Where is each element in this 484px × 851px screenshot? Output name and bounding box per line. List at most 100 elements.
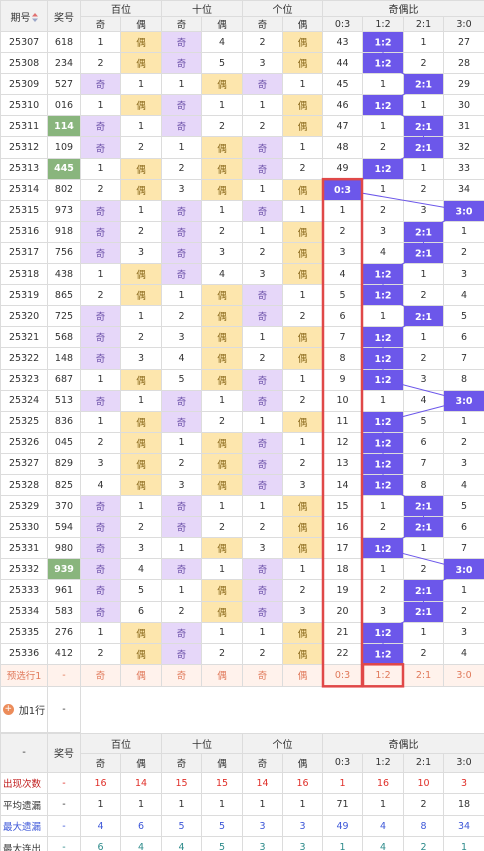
period-header-label: 期号 xyxy=(10,12,31,24)
number-cell: 687 xyxy=(47,368,81,391)
table-row: 25333 961 奇 5 1 偶奇 2 19 2 2:1 1 xyxy=(0,579,484,602)
period-cell: 25320 xyxy=(0,305,48,328)
units-odd-cell: 奇 xyxy=(242,157,283,180)
period-cell: 25323 xyxy=(0,368,48,391)
table-row: 25321 568 奇 2 3 偶 1 偶 7 1:2 1 6 xyxy=(0,326,484,349)
units-odd-cell: 1 xyxy=(242,621,283,644)
pred-ratio-21[interactable]: 2:1 xyxy=(403,663,444,687)
hundreds-even-cell: 2 xyxy=(120,220,162,243)
ratio-12-cell: 1 xyxy=(362,178,404,201)
stats-sub-header: 1:2 xyxy=(362,752,404,773)
tens-odd-cell: 1 xyxy=(161,431,202,454)
hundreds-even-cell: 偶 xyxy=(120,621,162,644)
pred-ratio-30[interactable]: 3:0 xyxy=(443,663,484,687)
stats-sub-header: 奇 xyxy=(161,752,202,773)
units-even-cell: 偶 xyxy=(282,115,323,138)
ratio-03-cell: 21 xyxy=(322,621,363,644)
table-row: 25319 865 2 偶 1 偶奇 1 5 1:2 2 4 xyxy=(0,284,484,307)
ratio-12-cell: 3 xyxy=(362,600,404,623)
prediction-row[interactable]: 预选行1 - 奇 偶 奇 偶 奇 偶 0:3 1:2 2:1 3:0 xyxy=(0,663,484,687)
hundreds-odd-cell: 奇 xyxy=(80,305,121,328)
tens-odd-cell: 奇 xyxy=(161,30,202,54)
tens-even-cell: 偶 xyxy=(201,305,243,328)
tens-even-cell: 偶 xyxy=(201,579,243,602)
number-cell: 438 xyxy=(47,263,81,286)
period-cell: 25333 xyxy=(0,579,48,602)
stat-value: 4 xyxy=(80,814,121,838)
units-even-cell: 1 xyxy=(282,136,323,159)
tens-odd-cell: 2 xyxy=(161,452,202,475)
ratio-21-cell: 2:1 xyxy=(403,241,444,265)
number-cell: 829 xyxy=(47,452,81,475)
units-odd-cell: 2 xyxy=(242,241,283,265)
stat-max-miss-row: 最大遗漏 -4 6 5 5 3 3 49 4 8 34 xyxy=(0,814,484,838)
stat-value: 16 xyxy=(80,771,121,795)
pred-hundreds-odd[interactable]: 奇 xyxy=(80,663,121,687)
pred-units-even[interactable]: 偶 xyxy=(282,663,323,687)
hundreds-odd-cell: 奇 xyxy=(80,199,121,222)
ratio-03-cell: 1 xyxy=(322,199,363,222)
tens-even-cell: 偶 xyxy=(201,178,243,201)
ratio-12-cell: 2 xyxy=(362,579,404,602)
period-header[interactable]: 期号 xyxy=(0,0,48,32)
period-cell: 25332 xyxy=(0,558,48,581)
units-even-cell: 偶 xyxy=(282,52,323,75)
units-odd-cell: 奇 xyxy=(242,136,283,159)
ratio-21-cell: 2 xyxy=(403,558,444,581)
ratio-12-cell: 3 xyxy=(362,220,404,243)
hundreds-even-cell: 偶 xyxy=(120,263,162,286)
stats-sub-header: 奇 xyxy=(80,752,121,773)
pred-hundreds-even[interactable]: 偶 xyxy=(120,663,162,687)
hundreds-even-cell: 1 xyxy=(120,115,162,138)
units-odd-cell: 奇 xyxy=(242,452,283,475)
pred-tens-even[interactable]: 偶 xyxy=(201,663,243,687)
stats-rows: 出现次数 -16 14 15 15 14 16 1 16 10 3 平均遗漏 -1 1 1 1 1 1 71 1 2 18… xyxy=(0,771,484,851)
sort-icon[interactable] xyxy=(31,13,38,22)
pred-units-odd[interactable]: 奇 xyxy=(242,663,283,687)
ratio-03-cell: 48 xyxy=(322,136,363,159)
units-even-cell: 偶 xyxy=(282,241,323,265)
stats-ratio-header: 奇偶比 xyxy=(322,732,484,754)
number-cell: 234 xyxy=(47,52,81,75)
pred-tens-odd[interactable]: 奇 xyxy=(161,663,202,687)
stat-value: 2 xyxy=(403,793,444,816)
units-even-cell: 偶 xyxy=(282,516,323,539)
add-row-cell[interactable]: + 加1行 xyxy=(0,685,48,733)
units-odd-cell: 奇 xyxy=(242,579,283,602)
hundreds-even-cell: 偶 xyxy=(120,284,162,307)
stat-value: 3 xyxy=(443,771,484,795)
number-cell: 513 xyxy=(47,389,81,412)
stat-value: 1 xyxy=(242,793,283,816)
stats-units-header: 个位 xyxy=(242,732,323,754)
ratio-30-cell: 3 xyxy=(443,263,484,286)
ratio-03-cell: 4 xyxy=(322,263,363,286)
tens-even-cell: 偶 xyxy=(201,73,243,96)
period-cell: 25336 xyxy=(0,642,48,665)
hundreds-odd-cell: 奇 xyxy=(80,73,121,96)
tens-odd-cell: 奇 xyxy=(161,94,202,117)
tens-odd-cell: 1 xyxy=(161,537,202,560)
units-odd-cell: 1 xyxy=(242,326,283,349)
hundreds-even-header: 偶 xyxy=(120,16,162,32)
plus-icon: + xyxy=(2,703,14,715)
ratio-21-cell: 2 xyxy=(403,284,444,307)
units-even-cell: 1 xyxy=(282,284,323,307)
stat-value: 4 xyxy=(362,836,404,851)
add-row-label: 加1行 xyxy=(18,705,46,717)
ratio-30-cell: 3:0 xyxy=(443,199,484,222)
table-row: 25335 276 1 偶奇 1 1 偶 21 1:2 1 3 xyxy=(0,621,484,644)
tens-odd-cell: 奇 xyxy=(161,115,202,138)
hundreds-odd-cell: 奇 xyxy=(80,115,121,138)
pred-ratio-12[interactable]: 1:2 xyxy=(362,663,404,687)
tens-odd-cell: 3 xyxy=(161,473,202,497)
tens-odd-cell: 1 xyxy=(161,73,202,96)
table-row: 25312 109 奇 2 1 偶奇 1 48 2 2:1 32 xyxy=(0,136,484,159)
ratio-30-cell: 30 xyxy=(443,94,484,117)
ratio-30-cell: 2 xyxy=(443,600,484,623)
add-row-button[interactable]: + 加1行 xyxy=(2,702,46,717)
ratio-12-cell: 1:2 xyxy=(362,263,404,286)
units-even-cell: 偶 xyxy=(282,220,323,243)
pred-ratio-03[interactable]: 0:3 xyxy=(322,663,363,687)
ratio-03-cell: 7 xyxy=(322,326,363,349)
ratio-21-cell: 2 xyxy=(403,52,444,75)
